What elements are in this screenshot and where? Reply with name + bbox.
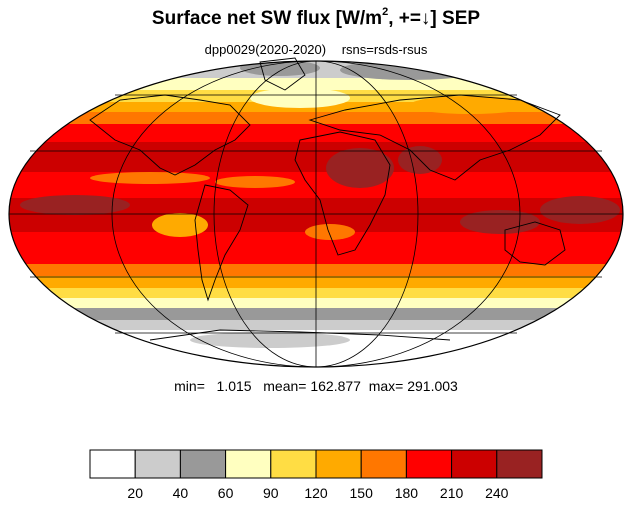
colorbar-box-8 (405, 449, 453, 479)
chart-subtitle: dpp0029(2020-2020) rsns=rsds-rsus (0, 42, 632, 57)
colorbar-tick-label: 150 (350, 485, 374, 501)
colorbar-boxes (89, 449, 543, 479)
atlantic-itcz (215, 176, 295, 188)
subtitle-experiment: dpp0029(2020-2020) (204, 42, 327, 57)
africa-coast (294, 131, 391, 256)
eurasia-coast (308, 94, 561, 181)
north-atlantic-pale (250, 88, 350, 108)
colorbar-tick-label: 120 (304, 485, 328, 501)
colorbar-box-10 (496, 449, 543, 479)
siberia-orange (410, 96, 530, 114)
colorbar-box-6 (315, 449, 362, 479)
chart-title: Surface net SW flux [W/m2, +=↓] SEP (0, 6, 632, 30)
map-border (8, 60, 624, 368)
antarctica-coast-gray (190, 332, 350, 348)
pacific-maroon (20, 195, 130, 215)
title-suffix: , +=↓] SEP (388, 8, 481, 29)
colorbar-tick-label: 60 (218, 485, 234, 501)
colorbar-box-9 (451, 449, 498, 479)
coastlines (89, 57, 566, 341)
south-pacific-maroon (540, 196, 620, 224)
colorbar-tick-label: 20 (127, 485, 143, 501)
colorbar-box-7 (360, 449, 407, 479)
colorbar-box-2 (134, 449, 181, 479)
australia-coast (504, 221, 566, 266)
sahara-maroon (326, 148, 394, 188)
statistics-line: min= 1.015 mean= 162.877 max= 291.003 (174, 378, 458, 394)
subtitle-variable: rsns=rsds-rsus (341, 42, 428, 57)
southern-africa-orange (305, 224, 355, 240)
colorbar-labels: 20 40 60 90 120 150 180 210 240 (127, 485, 508, 501)
colorbar-tick-label: 180 (395, 485, 419, 501)
title-superscript: 2 (382, 6, 389, 18)
south-america-orange (152, 213, 208, 237)
greenland-coast (259, 57, 306, 91)
south-america-coast (194, 184, 249, 302)
colorbar-box-4 (225, 449, 272, 479)
colorbar-box-3 (179, 449, 227, 479)
colorbar-box-5 (270, 449, 317, 479)
colorbar-box-1 (89, 449, 136, 479)
title-prefix: Surface net SW flux [W/m (151, 8, 383, 29)
colorbar-tick-label: 90 (263, 485, 279, 501)
colorbar-tick-label: 40 (173, 485, 189, 501)
east-pacific-itcz (90, 172, 210, 184)
world-map (8, 57, 624, 368)
colorbar-tick-label: 210 (440, 485, 464, 501)
colorbar-tick-label: 240 (485, 485, 509, 501)
